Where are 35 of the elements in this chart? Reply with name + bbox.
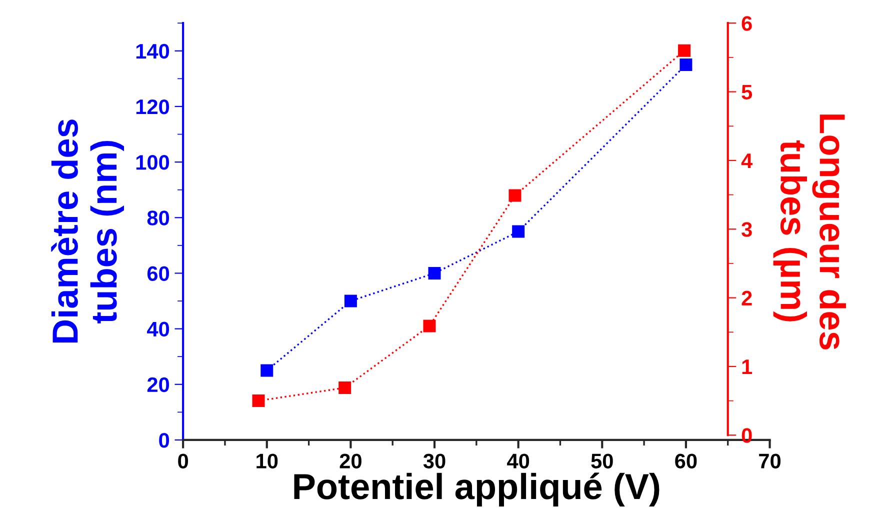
x-tick-label: 30: [423, 454, 446, 468]
y2-tick-label: 3: [742, 222, 752, 237]
x-tick-label: 40: [507, 454, 530, 468]
y-tick-label: 20: [147, 377, 170, 392]
point: [260, 364, 274, 377]
x-axis-title: Potentiel appliqué (V): [294, 472, 660, 507]
point: [512, 225, 525, 238]
x-tick-label: 0: [178, 454, 188, 468]
x-tick-label: 60: [675, 454, 697, 468]
y-tick-label: 40: [147, 322, 170, 337]
y-tick-label: 140: [136, 44, 170, 59]
y2-tick-label: 4: [741, 154, 753, 168]
point: [344, 294, 357, 308]
x-tick-label: 70: [759, 454, 780, 468]
y2-tick-label: 1: [742, 360, 752, 374]
y2-tick-label: 6: [742, 16, 752, 31]
y-tick-label: 60: [147, 266, 170, 281]
x-tick-label: 20: [340, 454, 362, 468]
y-tick-label: 0: [159, 432, 170, 448]
point: [678, 44, 691, 57]
point: [252, 394, 265, 408]
y-tick-label: 80: [147, 210, 170, 226]
y-tick-label: 100: [136, 155, 170, 170]
y2-tick-label: 2: [742, 290, 752, 306]
point: [423, 320, 436, 332]
point: [428, 266, 441, 280]
point: [680, 58, 692, 72]
x-tick-label: 10: [256, 454, 278, 468]
x-tick-label: 50: [591, 454, 613, 468]
point: [508, 189, 522, 202]
y2-axis-title: Longueur des tubes (µm): [773, 114, 846, 350]
y-axis-title: Diamètre des tubes (nm): [51, 120, 124, 343]
y-tick-label: 120: [136, 99, 170, 114]
y2-tick-label: 5: [742, 84, 752, 100]
point: [338, 382, 352, 394]
